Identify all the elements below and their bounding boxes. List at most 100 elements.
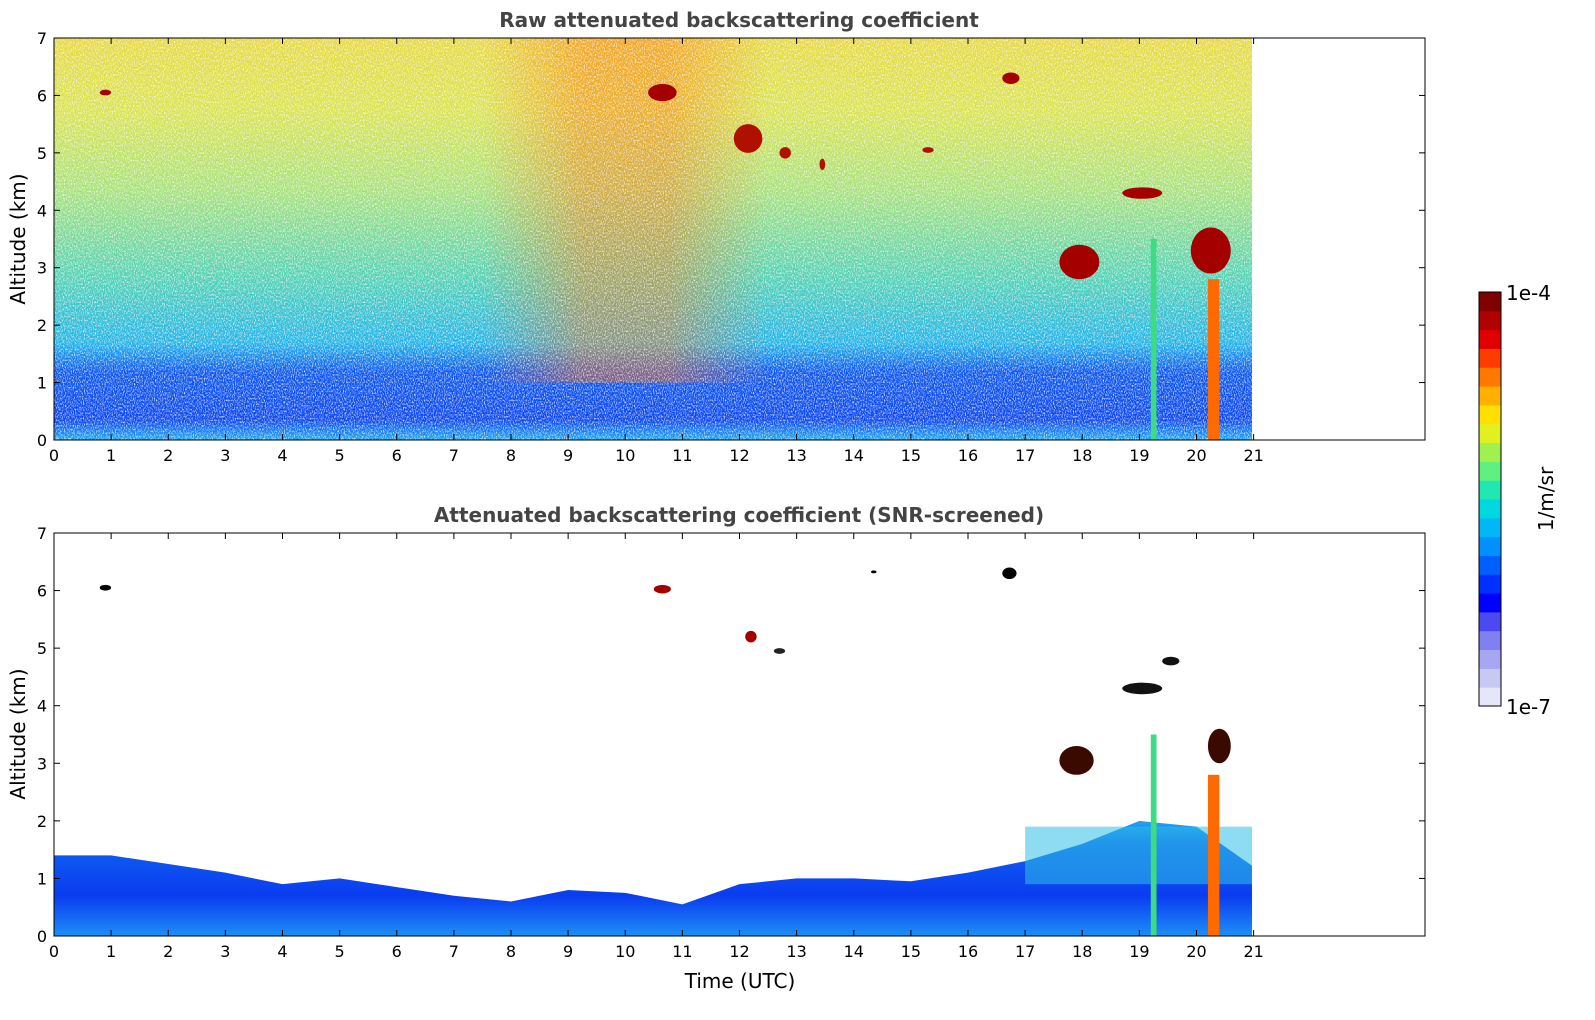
colorbar-step [1479, 292, 1501, 312]
raw-cloud-feature [922, 147, 934, 153]
snr-cloud-feature [1002, 567, 1017, 580]
raw-x-tick-label: 9 [563, 446, 573, 465]
colorbar-max-label: 1e-4 [1506, 281, 1551, 305]
snr-x-tick-label: 21 [1243, 942, 1263, 961]
snr-x-tick-label: 10 [615, 942, 635, 961]
colorbar-step [1479, 367, 1501, 387]
colorbar-step [1479, 574, 1501, 594]
colorbar-step [1479, 630, 1501, 651]
raw-x-tick-label: 15 [901, 446, 921, 465]
snr-x-tick-label: 7 [449, 942, 459, 961]
colorbar-steps [1479, 292, 1501, 707]
colorbar-step [1479, 423, 1501, 444]
colorbar-step [1479, 404, 1501, 425]
raw-x-tick-label: 2 [163, 446, 173, 465]
raw-x-tick-label: 4 [277, 446, 287, 465]
raw-cloud-feature [733, 124, 763, 153]
snr-chart-title: Attenuated backscattering coefficient (S… [434, 503, 1044, 527]
snr-precip-feature [1207, 774, 1220, 936]
raw-precip-feature [1150, 239, 1157, 440]
colorbar-step [1479, 348, 1501, 368]
snr-x-tick-label: 4 [277, 942, 287, 961]
snr-cloud-feature [773, 648, 786, 654]
raw-backscatter-panel: Raw attenuated backscattering coefficien… [6, 8, 1426, 465]
snr-x-tick-label: 6 [392, 942, 402, 961]
snr-cloud-feature [653, 584, 671, 594]
snr-x-tick-label: 11 [672, 942, 692, 961]
raw-x-tick-label: 18 [1072, 446, 1092, 465]
raw-cloud-feature [1059, 244, 1100, 280]
x-axis-label: Time (UTC) [684, 969, 796, 993]
snr-y-axis: 0 1 2 3 4 5 6 7 [37, 524, 1425, 946]
raw-cloud-feature [819, 158, 826, 171]
raw-x-tick-label: 3 [220, 446, 230, 465]
snr-precip-feature [1150, 734, 1157, 936]
colorbar-step [1479, 499, 1501, 519]
snr-y-tick-label: 5 [37, 639, 47, 658]
snr-cloud-feature [1059, 746, 1094, 775]
raw-precip-feature [1207, 279, 1220, 440]
colorbar-unit-label: 1/m/sr [1534, 466, 1558, 531]
colorbar-step [1479, 517, 1501, 538]
colorbar-min-label: 1e-7 [1506, 695, 1551, 719]
raw-x-tick-label: 5 [335, 446, 345, 465]
snr-x-tick-label: 17 [1015, 942, 1035, 961]
snr-cloud-feature [1122, 682, 1163, 695]
raw-cloud-feature [99, 89, 112, 96]
snr-heatmap [54, 567, 1252, 936]
raw-noise-overlay [54, 38, 1252, 440]
colorbar: 1e-4 1e-7 1/m/sr [1478, 281, 1558, 719]
colorbar-step [1479, 687, 1501, 707]
snr-x-tick-label: 9 [563, 942, 573, 961]
snr-cloud-feature [870, 570, 877, 574]
snr-x-tick-label: 12 [729, 942, 749, 961]
snr-x-axis: 0 1 2 3 4 5 6 7 8 9 10 11 12 13 14 15 16 17 18 19 20 21 [49, 533, 1264, 961]
raw-x-tick-label: 11 [672, 446, 692, 465]
snr-cloud-feature [99, 584, 112, 591]
raw-x-tick-label: 8 [506, 446, 516, 465]
colorbar-step [1479, 461, 1501, 481]
colorbar-step [1479, 442, 1501, 462]
raw-y-tick-label: 6 [37, 86, 47, 105]
snr-y-tick-label: 2 [37, 812, 47, 831]
snr-y-tick-label: 4 [37, 697, 47, 716]
colorbar-step [1479, 386, 1501, 406]
raw-x-tick-label: 1 [106, 446, 116, 465]
snr-y-tick-label: 1 [37, 869, 47, 888]
raw-y-tick-label: 4 [37, 201, 47, 220]
snr-y-tick-label: 6 [37, 582, 47, 601]
colorbar-step [1479, 310, 1501, 331]
raw-chart-title: Raw attenuated backscattering coefficien… [499, 8, 979, 32]
raw-heatmap [54, 38, 1252, 440]
snr-y-tick-label: 0 [37, 927, 47, 946]
snr-x-tick-label: 14 [844, 942, 864, 961]
raw-y-axis: 0 1 2 3 4 5 6 7 [37, 29, 1425, 450]
raw-x-tick-label: 21 [1243, 446, 1263, 465]
snr-x-tick-label: 18 [1072, 942, 1092, 961]
snr-x-tick-label: 15 [901, 942, 921, 961]
snr-x-tick-label: 3 [220, 942, 230, 961]
raw-x-tick-label: 16 [958, 446, 978, 465]
raw-y-tick-label: 7 [37, 29, 47, 48]
snr-x-tick-label: 20 [1186, 942, 1206, 961]
raw-y-tick-label: 3 [37, 259, 47, 278]
snr-x-tick-label: 2 [163, 942, 173, 961]
snr-y-tick-label: 3 [37, 754, 47, 773]
raw-x-tick-label: 17 [1015, 446, 1035, 465]
snr-x-tick-label: 5 [335, 942, 345, 961]
raw-x-tick-label: 19 [1129, 446, 1149, 465]
colorbar-step [1479, 329, 1501, 349]
raw-x-tick-label: 7 [449, 446, 459, 465]
raw-cloud-feature [1190, 227, 1231, 274]
raw-y-tick-label: 1 [37, 374, 47, 393]
snr-cloud-feature [1207, 728, 1231, 764]
raw-y-tick-label: 0 [37, 431, 47, 450]
raw-cloud-feature [779, 147, 791, 159]
snr-y-tick-label: 7 [37, 524, 47, 543]
colorbar-step [1479, 668, 1501, 688]
raw-x-axis: 0 1 2 3 4 5 6 7 8 9 10 11 12 13 14 15 16 17 18 19 20 21 [49, 38, 1264, 465]
raw-x-tick-label: 6 [392, 446, 402, 465]
colorbar-step [1479, 480, 1501, 500]
raw-y-tick-label: 5 [37, 144, 47, 163]
